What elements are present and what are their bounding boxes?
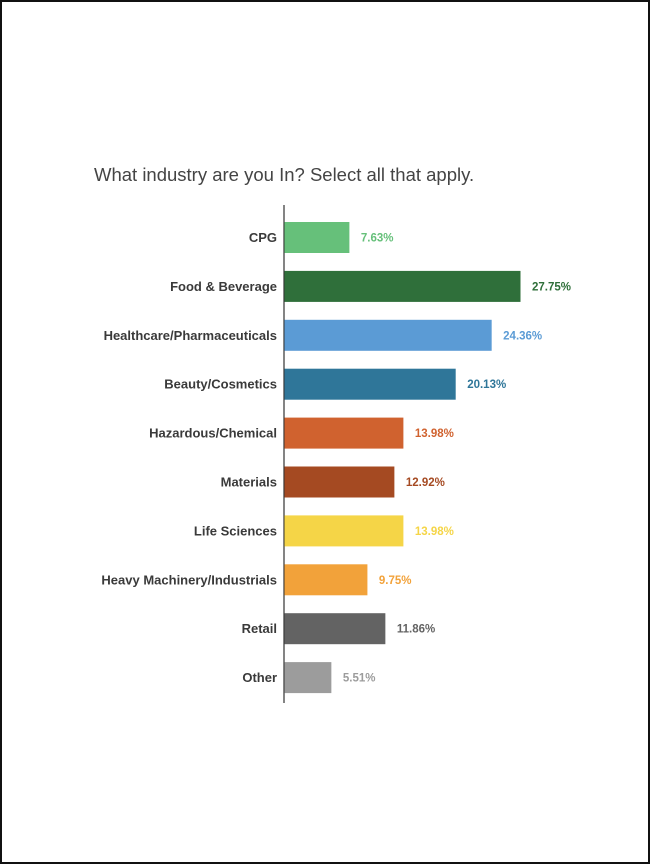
value-label: 24.36%: [503, 330, 542, 342]
value-label: 13.98%: [415, 526, 454, 538]
bar: [284, 368, 456, 400]
value-label: 13.98%: [415, 428, 454, 440]
category-label: Food & Beverage: [170, 279, 277, 294]
bar: [284, 662, 332, 694]
bar: [284, 515, 404, 547]
bar: [284, 222, 350, 253]
bar: [284, 270, 521, 302]
category-label: Hazardous/Chemical: [149, 426, 277, 441]
value-label: 5.51%: [343, 673, 376, 685]
category-label: Retail: [242, 621, 277, 636]
chart-title: What industry are you In? Select all tha…: [94, 164, 475, 185]
bar: [284, 564, 368, 596]
category-label: CPG: [249, 230, 277, 245]
category-label: Heavy Machinery/Industrials: [101, 572, 277, 587]
value-label: 9.75%: [379, 575, 412, 587]
bar: [284, 466, 395, 498]
value-label: 7.63%: [361, 233, 394, 245]
value-label: 27.75%: [532, 281, 571, 293]
value-label: 11.86%: [397, 624, 435, 636]
category-label: Healthcare/Pharmaceuticals: [104, 328, 277, 343]
category-label: Beauty/Cosmetics: [164, 377, 277, 392]
category-label: Other: [242, 670, 277, 685]
bar: [284, 417, 404, 449]
bar: [284, 319, 492, 351]
value-label: 12.92%: [406, 477, 445, 489]
value-label: 20.13%: [467, 379, 506, 391]
bar: [284, 613, 386, 645]
category-label: Materials: [221, 475, 277, 490]
category-label: Life Sciences: [194, 523, 277, 538]
